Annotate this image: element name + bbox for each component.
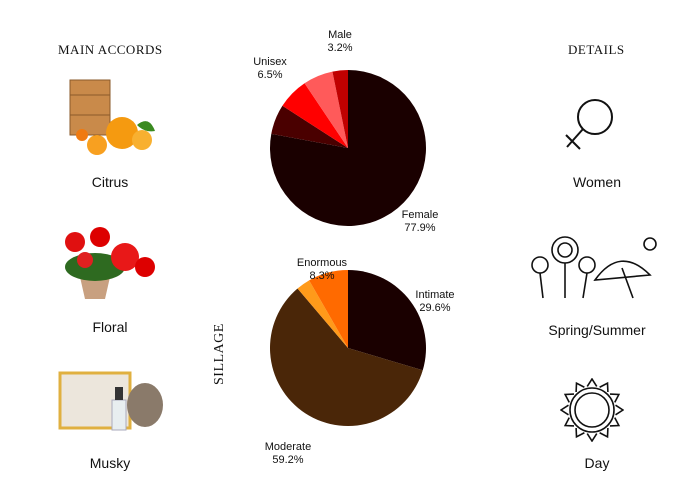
data-label-value: 59.2% — [272, 454, 303, 466]
pie-slice-intimate — [348, 270, 426, 371]
data-label-name: Female — [402, 209, 439, 221]
data-label-name: Unisex — [253, 56, 287, 68]
accord-citrus: Citrus — [91, 174, 129, 190]
citrus-image — [69, 79, 155, 155]
data-label-name: Intimate — [415, 289, 454, 301]
detail-gender: Women — [573, 174, 621, 190]
data-label-name: Enormous — [297, 257, 348, 269]
sun-icon — [560, 378, 624, 442]
data-label-value: 8.3% — [309, 270, 334, 282]
venus-icon — [565, 99, 613, 150]
pie-slice-moderate — [270, 288, 423, 426]
main-accords-title: MAIN ACCORDS — [58, 42, 163, 57]
pie-slice-unlabeled — [297, 280, 348, 348]
data-label-name: Moderate — [265, 441, 311, 453]
pie-slice-enormous — [309, 270, 348, 348]
sillage-title: SILLAGE — [212, 323, 227, 385]
data-label-value: 6.5% — [257, 69, 282, 81]
data-label-name: Male — [328, 30, 352, 41]
pie-slice-unisex — [282, 83, 348, 148]
musky-image — [58, 371, 163, 431]
details-title: DETAILS — [568, 42, 625, 57]
accord-musky: Musky — [89, 455, 131, 471]
floral-image — [65, 227, 155, 299]
flowers-umbrella-icon — [531, 236, 657, 299]
pie-slice-male — [332, 70, 348, 148]
accord-floral: Floral — [92, 319, 128, 335]
pie-slice-unlabeled — [271, 105, 348, 148]
data-label-value: 77.9% — [404, 222, 435, 234]
data-label-value: 29.6% — [419, 302, 450, 314]
detail-time: Day — [584, 455, 610, 471]
pie-slice-unlabeled — [304, 71, 348, 148]
detail-season: Spring/Summer — [548, 322, 646, 338]
data-label-value: 3.2% — [327, 42, 352, 54]
